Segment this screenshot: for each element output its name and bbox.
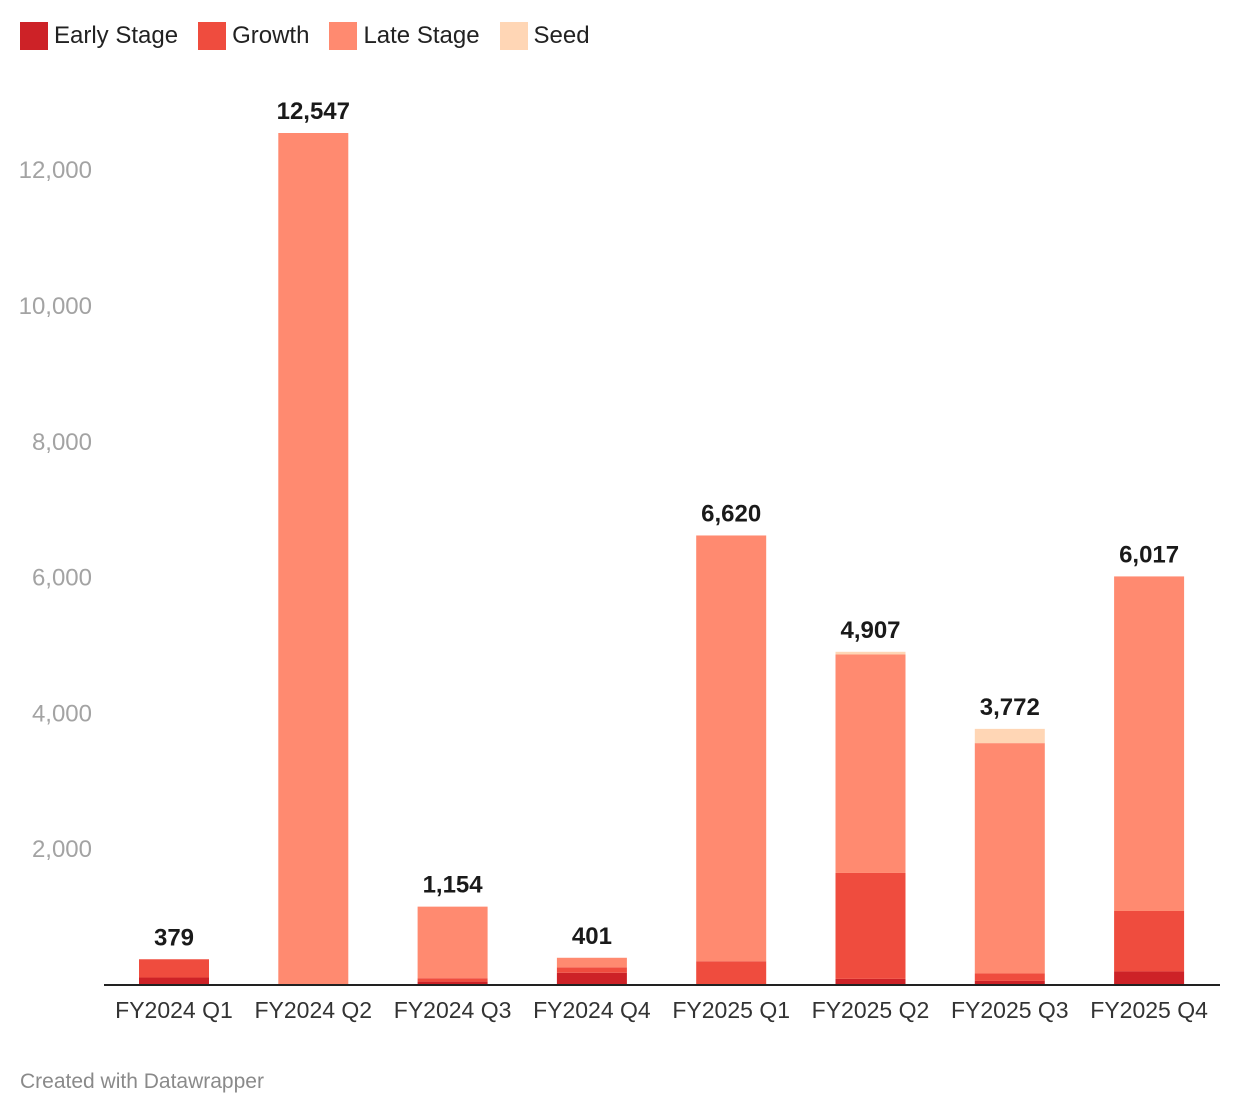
bar-segment-early-stage	[417, 981, 488, 985]
y-tick-label: 12,000	[19, 157, 92, 184]
bar-segment-early-stage	[974, 980, 1045, 985]
bar-segment-seed	[835, 651, 906, 655]
footer-credit: Created with Datawrapper	[20, 1070, 264, 1093]
x-tick-label: FY2025 Q4	[1090, 997, 1208, 1023]
chart-legend: Early Stage Growth Late Stage Seed	[20, 22, 610, 50]
bar-segment-growth	[139, 959, 209, 978]
y-tick-label: 4,000	[32, 700, 92, 727]
x-tick-label: FY2024 Q4	[533, 997, 651, 1023]
x-tick-label: FY2025 Q3	[951, 997, 1069, 1023]
bar-total-label: 4,907	[840, 617, 900, 644]
x-tick-label: FY2024 Q1	[115, 997, 233, 1023]
legend-item-seed: Seed	[499, 22, 590, 50]
x-tick-label: FY2025 Q1	[672, 997, 790, 1023]
bar-segment-early-stage	[556, 972, 627, 985]
legend-label-late-stage: Late Stage	[363, 22, 480, 49]
bar-segment-seed	[974, 728, 1045, 744]
bar-total-label: 6,017	[1119, 541, 1179, 568]
bar-segment-late-stage	[974, 743, 1045, 974]
bar-segment-growth	[974, 973, 1045, 981]
bar-segment-growth	[696, 961, 767, 985]
x-tick-label: FY2024 Q2	[254, 997, 372, 1023]
legend-swatch-seed	[499, 22, 528, 50]
legend-swatch-late-stage	[329, 22, 358, 50]
bar-segment-late-stage	[835, 654, 906, 873]
legend-item-growth: Growth	[198, 22, 309, 50]
y-tick-label: 2,000	[32, 836, 92, 863]
bar-total-label: 3,772	[980, 694, 1040, 721]
bar-segment-early-stage	[139, 977, 209, 985]
bar-segment-growth	[556, 967, 627, 973]
stacked-bar-chart: 2,000 4,000 6,000 8,000 10,000 12,000 379 FY202…	[19, 98, 1220, 1023]
bar-total-label: 6,620	[701, 500, 761, 527]
bar-segment-late-stage	[696, 535, 767, 962]
legend-label-seed: Seed	[533, 22, 590, 49]
y-tick-label: 10,000	[19, 293, 92, 320]
bar-segment-late-stage	[417, 906, 488, 979]
legend-swatch-early-stage	[20, 22, 48, 50]
bar-segment-late-stage	[556, 957, 627, 968]
legend-item-late-stage: Late Stage	[329, 22, 480, 50]
bar-total-label: 401	[572, 923, 612, 950]
legend-item-early-stage: Early Stage	[20, 22, 178, 50]
bar-total-label: 1,154	[423, 872, 484, 899]
legend-label-early-stage: Early Stage	[54, 22, 179, 49]
bar-segment-early-stage	[835, 978, 906, 985]
legend-swatch-growth	[198, 22, 227, 50]
bar-segment-late-stage	[278, 133, 349, 985]
y-tick-label: 8,000	[32, 429, 92, 456]
y-tick-label: 6,000	[32, 565, 92, 592]
bar-segment-late-stage	[1114, 576, 1185, 911]
bar-segment-growth	[417, 978, 488, 982]
legend-label-growth: Growth	[232, 22, 310, 49]
bar-segment-early-stage	[1114, 971, 1185, 985]
bar-total-label: 379	[154, 924, 194, 951]
x-tick-label: FY2024 Q3	[394, 997, 512, 1023]
x-tick-label: FY2025 Q2	[812, 997, 930, 1023]
bar-segment-growth	[1114, 910, 1185, 972]
bar-total-label: 12,547	[277, 98, 350, 125]
bar-segment-growth	[835, 872, 906, 979]
